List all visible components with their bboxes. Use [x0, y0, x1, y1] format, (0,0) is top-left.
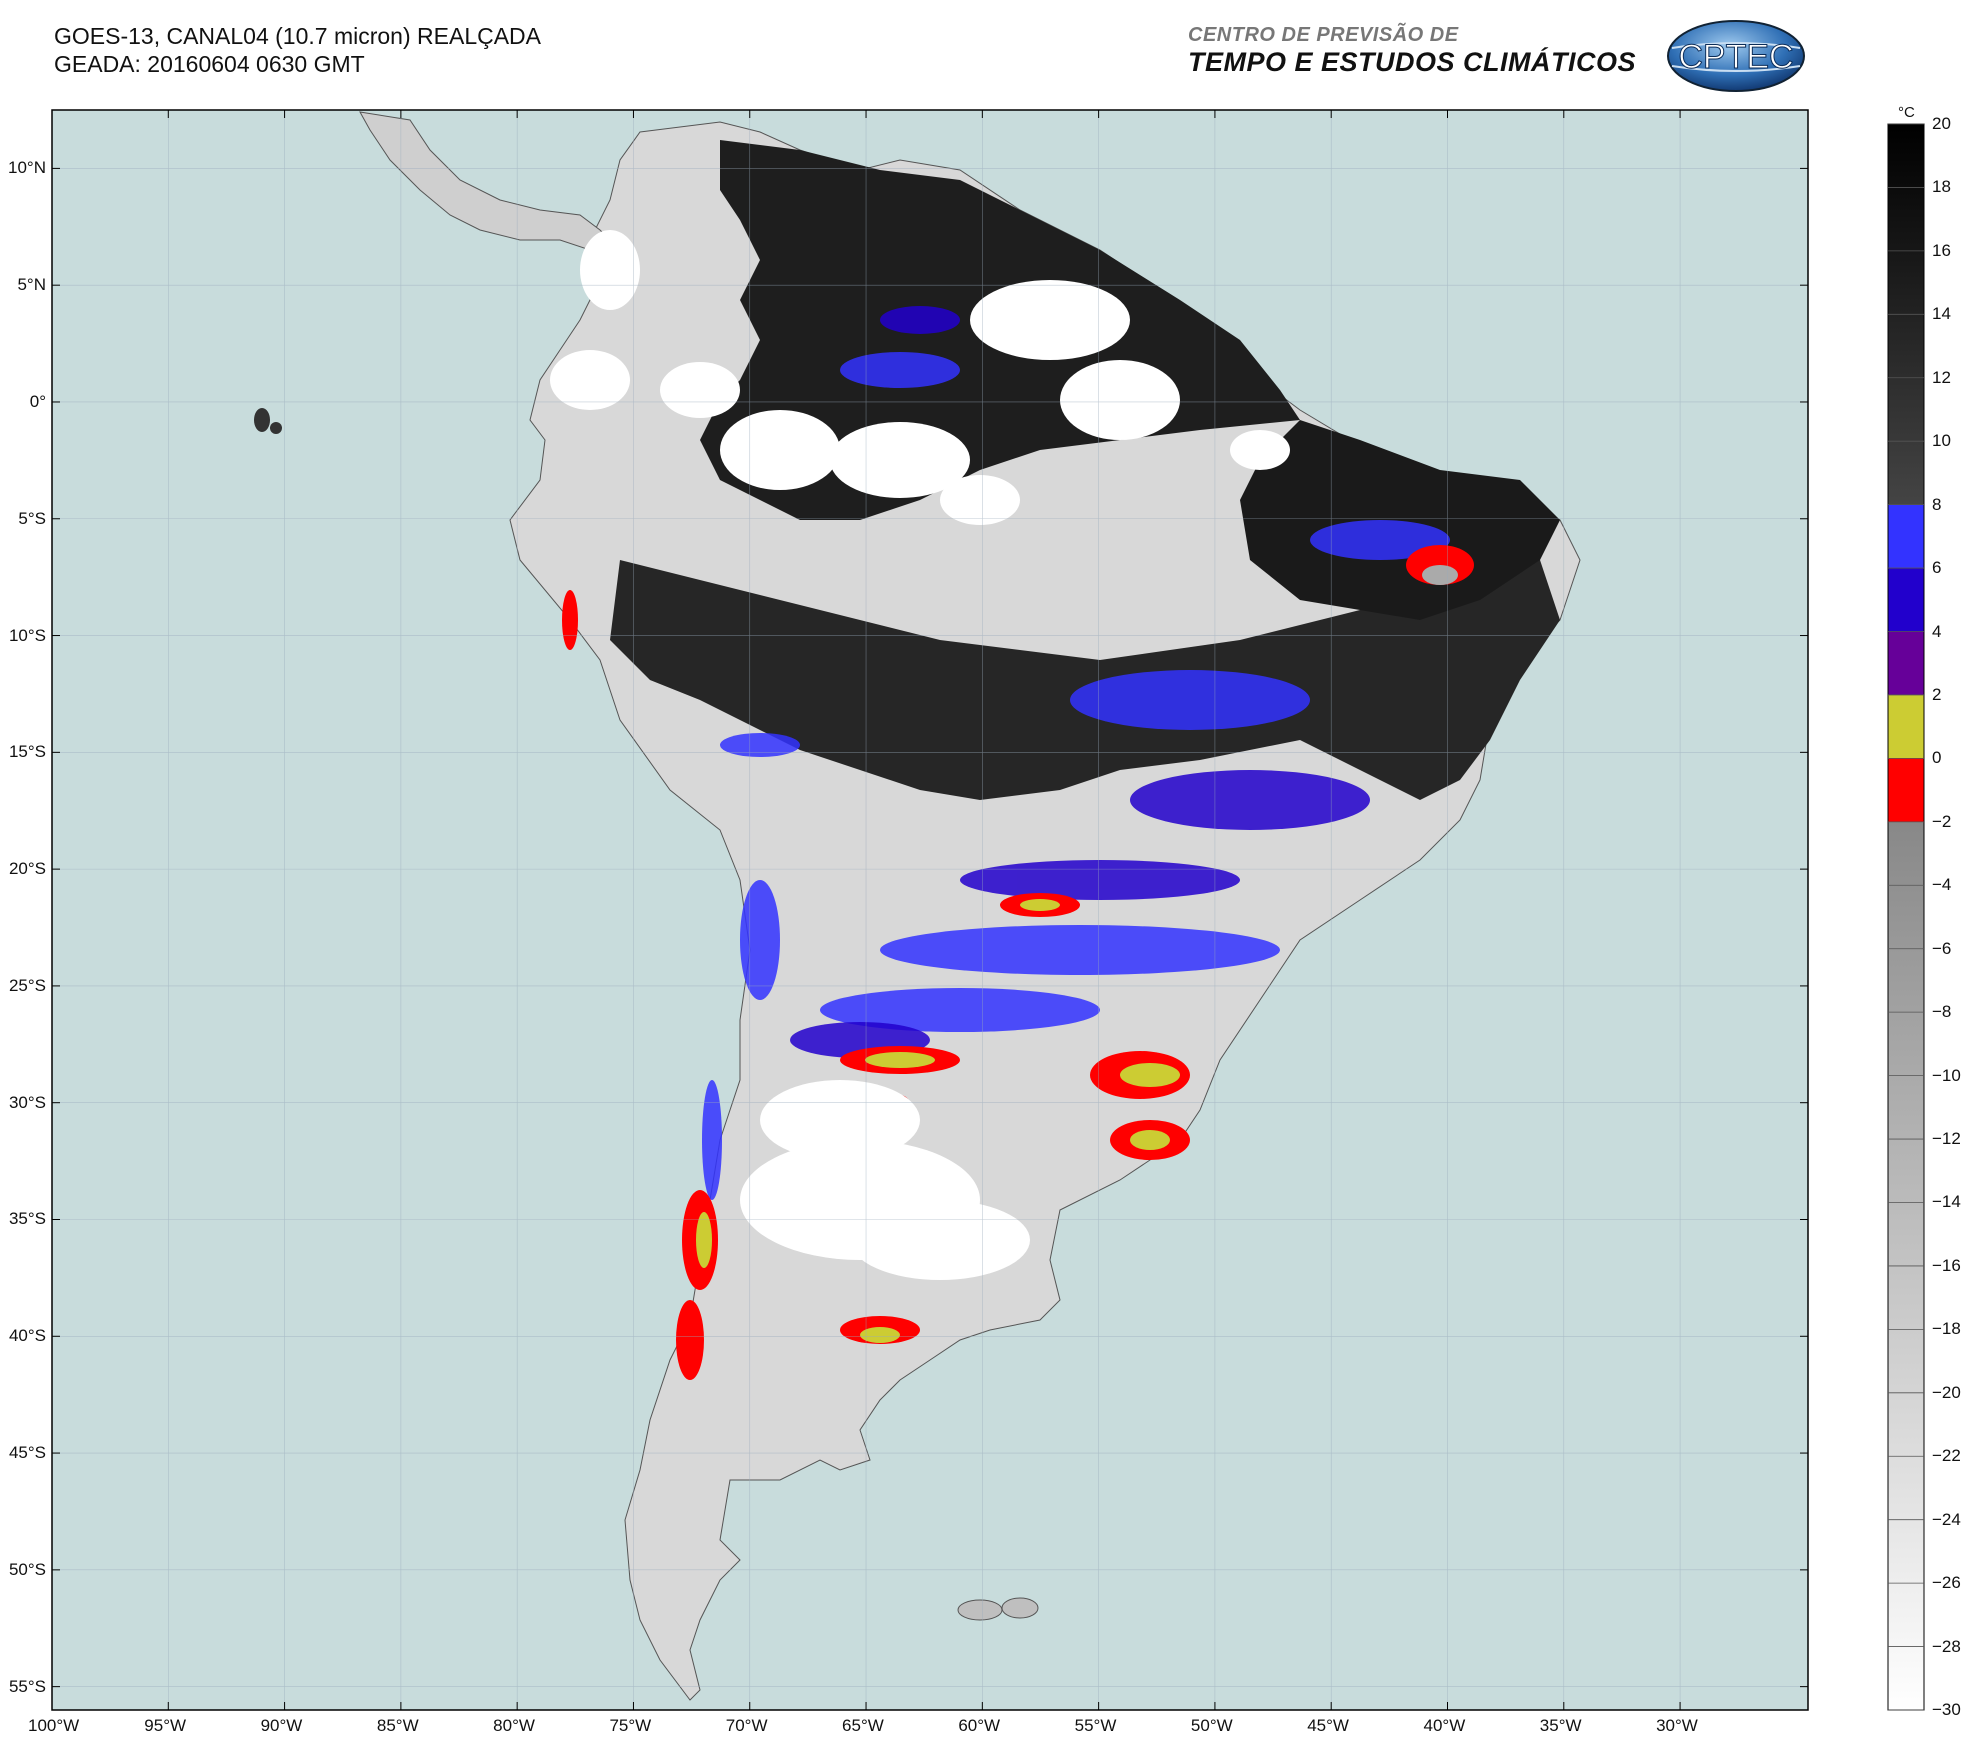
colorbar-label: 16	[1932, 240, 1951, 260]
colorbar-label: −20	[1932, 1382, 1961, 1402]
lat-label: 25°S	[8, 975, 46, 995]
lon-label: 95°W	[144, 1716, 187, 1735]
colorbar-label: −16	[1932, 1255, 1961, 1275]
map-content	[52, 110, 1808, 1710]
colorbar-label: −30	[1932, 1700, 1961, 1719]
lon-label: 60°W	[958, 1716, 1001, 1735]
cloud-patches-argentina	[740, 1080, 1030, 1280]
colorbar-label: 4	[1932, 621, 1942, 641]
lat-label: 50°S	[8, 1559, 46, 1579]
colorbar-label: −8	[1932, 1002, 1952, 1022]
logo-text: CPTEC	[1678, 38, 1793, 76]
cloud-blue-bands	[702, 352, 1450, 1200]
colorbar-label: −10	[1932, 1065, 1961, 1085]
colorbar-label: −2	[1932, 811, 1952, 831]
lon-label: 35°W	[1539, 1716, 1582, 1735]
lat-label: 35°S	[8, 1209, 46, 1229]
colorbar-label: −12	[1932, 1129, 1961, 1149]
lat-label: 5°N	[17, 275, 46, 295]
colorbar-label: −28	[1932, 1636, 1961, 1656]
colorbar-label: −4	[1932, 875, 1952, 895]
map-title-block: GOES-13, CANAL04 (10.7 micron) REALÇADA …	[54, 22, 541, 78]
lat-label: 15°S	[8, 742, 46, 762]
map-title-line1: GOES-13, CANAL04 (10.7 micron) REALÇADA	[54, 23, 542, 49]
frost-spots	[562, 545, 1474, 1380]
colorbar-ticks	[1888, 123, 1924, 1711]
colorbar-label: 6	[1932, 558, 1942, 578]
colorbar-label: −6	[1932, 938, 1952, 958]
warm-northeast-region	[1240, 420, 1560, 620]
lat-label: 30°S	[8, 1092, 46, 1112]
lon-label: 90°W	[260, 1716, 303, 1735]
warm-central-band	[610, 520, 1560, 800]
lat-label: 10°S	[8, 625, 46, 645]
org-name-block: CENTRO DE PREVISÃO DE TEMPO E ESTUDOS CL…	[1188, 24, 1638, 78]
org-name-line2: TEMPO E ESTUDOS CLIMÁTICOS	[1188, 47, 1637, 77]
lon-label: 50°W	[1190, 1716, 1233, 1735]
map-graticule	[52, 110, 1808, 1710]
colorbar-label: 14	[1932, 304, 1951, 324]
falkland-islands	[957, 1597, 1039, 1621]
lon-label: 70°W	[725, 1716, 768, 1735]
lat-label: 45°S	[8, 1443, 46, 1463]
lon-label: 30°W	[1656, 1716, 1698, 1735]
lon-label: 80°W	[493, 1716, 535, 1735]
colorbar-label: −14	[1932, 1192, 1961, 1212]
lon-label: 75°W	[609, 1716, 652, 1735]
colorbar-scale	[1887, 123, 1925, 1711]
galapagos-islands	[254, 408, 282, 434]
lat-label: 10°N	[8, 158, 46, 178]
colorbar-label: 2	[1932, 684, 1942, 704]
lat-label: 40°S	[8, 1326, 46, 1346]
lon-label: 40°W	[1423, 1716, 1466, 1735]
map-frame-ticks	[51, 110, 1808, 1710]
colorbar-label: 8	[1932, 494, 1942, 514]
map-title-line2: GEADA: 20160604 0630 GMT	[54, 51, 365, 77]
org-name-line1: CENTRO DE PREVISÃO DE	[1188, 24, 1459, 46]
cptec-logo: CPTEC	[1667, 20, 1805, 92]
colorbar-label: 10	[1932, 431, 1951, 451]
lat-label: 55°S	[8, 1676, 46, 1696]
colorbar-label: −26	[1932, 1573, 1961, 1593]
colorbar-label: −18	[1932, 1319, 1961, 1339]
colorbar-label: −22	[1932, 1446, 1961, 1466]
colorbar-label: 18	[1932, 177, 1951, 197]
colorbar-label: 0	[1932, 748, 1942, 768]
lon-label: 85°W	[376, 1716, 419, 1735]
lon-label: 55°W	[1074, 1716, 1117, 1735]
map-frame	[51, 109, 1809, 1711]
lat-label: 20°S	[8, 859, 46, 879]
colorbar-label: 20	[1932, 114, 1951, 133]
lon-label: 65°W	[842, 1716, 884, 1735]
colorbar-unit: °C	[1898, 104, 1915, 121]
colorbar-label: −24	[1932, 1509, 1961, 1529]
colorbar-label: 12	[1932, 367, 1951, 387]
lat-label: 0°	[29, 391, 46, 411]
lon-label: 45°W	[1307, 1716, 1349, 1735]
lon-label: 100°W	[28, 1716, 80, 1735]
lat-label: 5°S	[18, 508, 46, 528]
